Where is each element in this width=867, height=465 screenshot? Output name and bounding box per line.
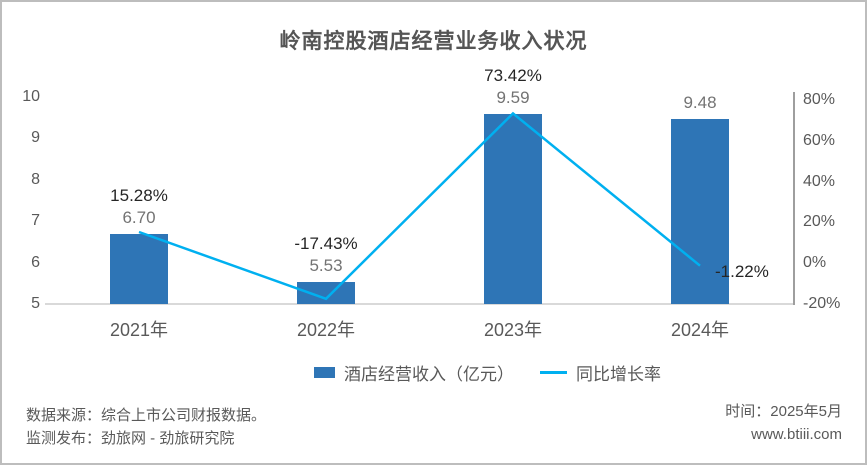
x-axis-line xyxy=(45,303,795,305)
legend-bar-swatch-icon xyxy=(314,367,335,378)
legend: 酒店经营收入（亿元） 同比增长率 xyxy=(56,360,865,385)
growth-label-2023: 73.42% xyxy=(484,65,542,85)
right-axis-tick-60pct: 60% xyxy=(803,131,836,149)
legend-line-swatch-icon xyxy=(540,371,567,374)
bar-2022 xyxy=(297,282,355,304)
growth-label-2024: -1.22% xyxy=(715,261,769,281)
legend-revenue-label: 酒店经营收入（亿元） xyxy=(344,365,514,384)
x-axis-label-2021: 2021年 xyxy=(109,320,169,340)
right-axis-tick-neg20pct: -20% xyxy=(803,295,841,312)
bar-value-label-2022: 5.53 xyxy=(309,256,343,276)
left-axis-tick-6: 6 xyxy=(31,253,40,271)
data-source-line: 数据来源：综合上市公司财报数据。 xyxy=(26,407,267,424)
legend-growth-label: 同比增长率 xyxy=(576,365,661,384)
left-axis-tick-9: 9 xyxy=(31,129,40,147)
right-axis-tick-0pct: 0% xyxy=(803,254,827,272)
legend-item-revenue: 酒店经营收入（亿元） xyxy=(314,360,514,385)
x-axis-label-2023: 2023年 xyxy=(483,320,543,340)
bar-2023 xyxy=(484,113,542,304)
bar-value-label-2021: 6.70 xyxy=(122,207,156,227)
bar-value-label-2024: 9.48 xyxy=(683,92,717,112)
growth-label-2021: 15.28% xyxy=(110,185,168,205)
bar-value-label-2023: 9.59 xyxy=(496,87,530,107)
right-axis-tick-20pct: 20% xyxy=(803,213,836,231)
x-axis-label-2024: 2024年 xyxy=(670,320,730,340)
publisher-line: 监测发布：劲旅网 - 劲旅研究院 xyxy=(26,430,235,447)
right-axis-tick-80pct: 80% xyxy=(803,91,836,108)
growth-label-2022: -17.43% xyxy=(294,234,358,254)
time-label: 时间：2025年5月 xyxy=(725,403,842,420)
left-axis-tick-10: 10 xyxy=(22,88,40,105)
website-link[interactable]: www.btiii.com xyxy=(751,426,842,443)
right-axis-line xyxy=(793,92,795,305)
right-axis-tick-40pct: 40% xyxy=(803,172,836,190)
bar-2021 xyxy=(110,233,168,304)
footer-left: 数据来源：综合上市公司财报数据。 监测发布：劲旅网 - 劲旅研究院 xyxy=(26,404,266,450)
footer-right: 时间：2025年5月 www.btiii.com xyxy=(725,400,842,446)
x-axis-label-2022: 2022年 xyxy=(296,320,356,340)
legend-item-growth: 同比增长率 xyxy=(540,360,661,385)
chart-title: 岭南控股酒店经营业务收入状况 xyxy=(279,30,588,53)
left-axis-tick-5: 5 xyxy=(31,295,40,312)
left-axis-tick-8: 8 xyxy=(31,170,40,188)
left-axis-tick-7: 7 xyxy=(31,212,40,230)
